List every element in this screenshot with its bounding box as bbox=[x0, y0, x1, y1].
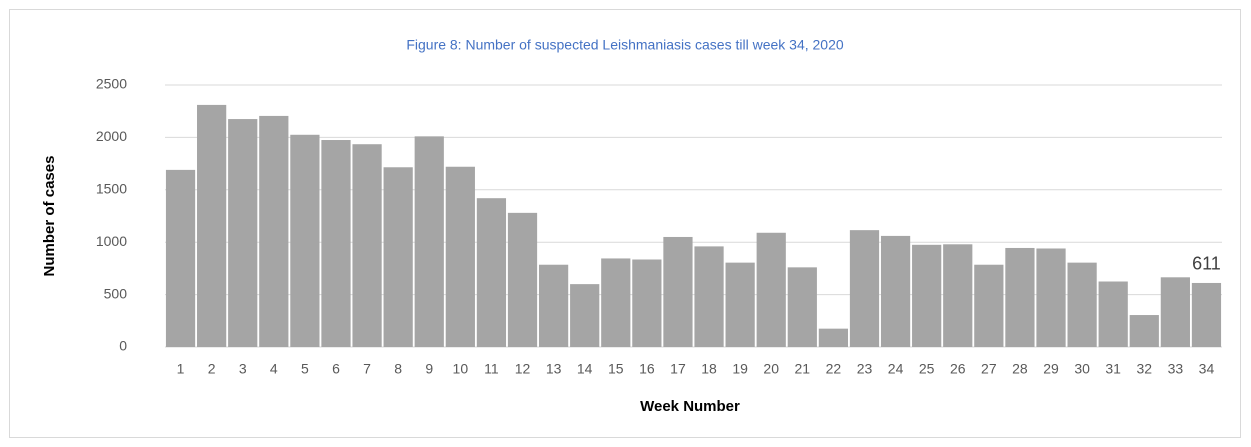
bar bbox=[912, 244, 942, 347]
x-tick-label: 30 bbox=[1074, 361, 1090, 377]
y-tick-label: 500 bbox=[104, 285, 128, 301]
x-tick-label: 31 bbox=[1105, 361, 1121, 377]
x-axis-label: Week Number bbox=[640, 398, 740, 415]
bar bbox=[352, 144, 382, 347]
x-tick-label: 17 bbox=[670, 361, 686, 377]
bar bbox=[290, 134, 320, 347]
x-tick-label: 23 bbox=[857, 361, 873, 377]
bar bbox=[383, 167, 413, 347]
x-tick-label: 19 bbox=[732, 361, 748, 377]
bar bbox=[632, 259, 662, 347]
bar bbox=[228, 119, 258, 347]
bar bbox=[538, 264, 569, 347]
y-tick-label: 1000 bbox=[96, 233, 127, 249]
bar bbox=[818, 328, 849, 347]
x-tick-label: 29 bbox=[1043, 361, 1059, 377]
bar bbox=[1036, 248, 1066, 347]
bar bbox=[663, 236, 693, 347]
bar bbox=[756, 232, 786, 347]
bar bbox=[1129, 315, 1159, 347]
bar bbox=[197, 104, 227, 347]
x-tick-label: 13 bbox=[546, 361, 562, 377]
x-tick-label: 32 bbox=[1136, 361, 1152, 377]
data-label: 611 bbox=[1192, 254, 1221, 274]
x-tick-label: 26 bbox=[950, 361, 966, 377]
bar bbox=[1098, 281, 1128, 347]
bar bbox=[601, 258, 631, 347]
x-tick-label: 11 bbox=[484, 361, 499, 377]
bar bbox=[507, 212, 538, 347]
x-tick-label: 18 bbox=[701, 361, 717, 377]
bar bbox=[165, 169, 196, 347]
bar bbox=[787, 267, 817, 347]
bar bbox=[321, 140, 351, 347]
bar bbox=[1067, 262, 1097, 347]
x-tick-label: 24 bbox=[888, 361, 904, 377]
y-tick-label: 2500 bbox=[96, 76, 127, 92]
bar bbox=[476, 198, 507, 347]
x-tick-label: 3 bbox=[239, 361, 247, 377]
x-tick-label: 22 bbox=[826, 361, 842, 377]
bar bbox=[694, 246, 724, 347]
x-tick-label: 9 bbox=[425, 361, 433, 377]
x-tick-label: 33 bbox=[1168, 361, 1184, 377]
chart-title: Figure 8: Number of suspected Leishmania… bbox=[406, 37, 844, 53]
y-tick-label: 0 bbox=[119, 338, 127, 354]
x-tick-label: 7 bbox=[363, 361, 371, 377]
bar bbox=[445, 166, 475, 347]
x-tick-label: 27 bbox=[981, 361, 997, 377]
bar bbox=[414, 136, 444, 347]
x-tick-label: 5 bbox=[301, 361, 309, 377]
bar bbox=[725, 262, 755, 347]
x-tick-label: 8 bbox=[394, 361, 402, 377]
x-tick-label: 6 bbox=[332, 361, 340, 377]
x-tick-label: 14 bbox=[577, 361, 593, 377]
x-tick-label: 21 bbox=[795, 361, 811, 377]
x-tick-label: 12 bbox=[515, 361, 531, 377]
x-tick-label: 1 bbox=[177, 361, 185, 377]
x-tick-label: 20 bbox=[763, 361, 779, 377]
x-tick-label: 15 bbox=[608, 361, 624, 377]
x-tick-label: 4 bbox=[270, 361, 278, 377]
x-tick-label: 10 bbox=[453, 361, 469, 377]
y-tick-label: 2000 bbox=[96, 128, 127, 144]
y-axis-label: Number of cases bbox=[41, 156, 58, 277]
bar bbox=[1191, 282, 1222, 347]
bar bbox=[1005, 247, 1035, 347]
bar bbox=[1160, 277, 1190, 347]
bar bbox=[943, 244, 973, 347]
bar bbox=[974, 264, 1004, 347]
x-tick-label: 34 bbox=[1199, 361, 1215, 377]
bar bbox=[849, 230, 880, 347]
y-tick-label: 1500 bbox=[96, 181, 127, 197]
x-tick-label: 16 bbox=[639, 361, 655, 377]
x-tick-label: 25 bbox=[919, 361, 935, 377]
x-tick-label: 28 bbox=[1012, 361, 1028, 377]
bar bbox=[570, 284, 600, 347]
x-tick-label: 2 bbox=[208, 361, 216, 377]
bar bbox=[880, 235, 911, 347]
bar bbox=[259, 115, 289, 347]
